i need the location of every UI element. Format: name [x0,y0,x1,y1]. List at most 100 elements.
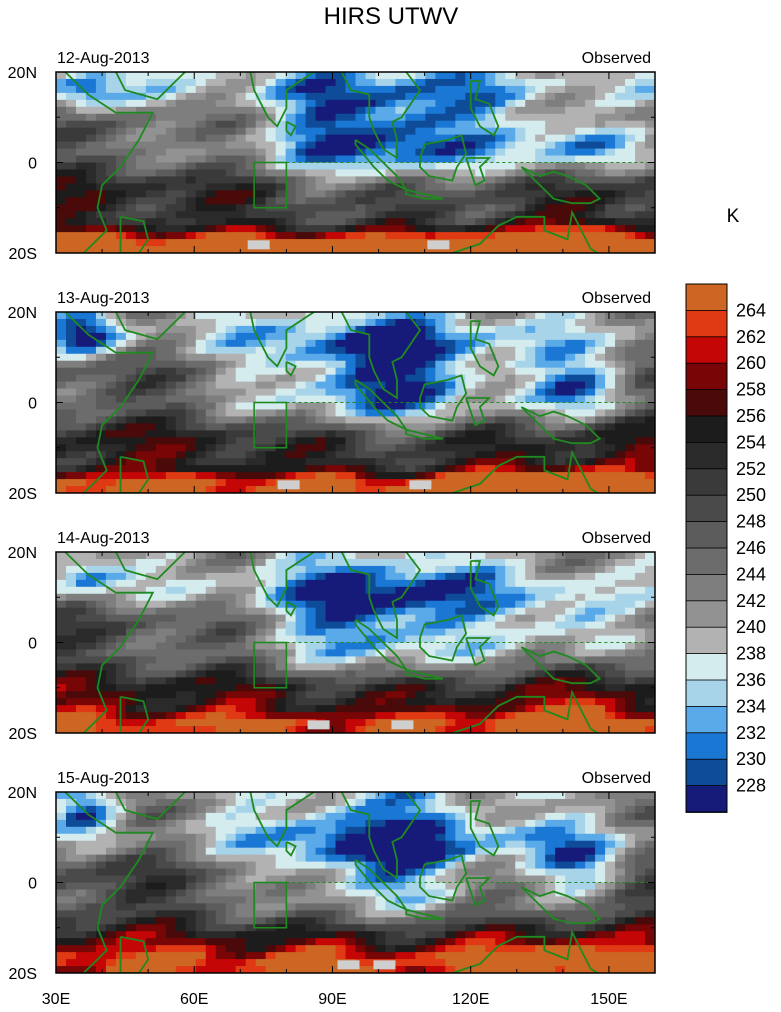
missing-data-patch [337,960,360,970]
colorbar-swatch [685,521,728,549]
coastline [424,72,427,73]
coastline [340,72,422,160]
lat-label: 20N [8,545,37,562]
coastline [520,646,602,685]
colorbar-swatch [685,600,728,629]
lat-label: 0 [28,636,37,653]
coastline [405,668,444,680]
coastline [469,80,500,137]
colorbar-swatch [685,336,728,365]
colorbar-label: 250 [736,485,766,505]
missing-data-patch [409,480,432,490]
lat-label: 20N [8,305,37,322]
coastline [285,360,297,377]
colorbar-label: 234 [736,696,766,716]
colorbar-label: 252 [736,459,766,479]
map-panel-1: 20N 0 20S 12-Aug-2013 Observed [8,50,656,263]
missing-data-patch [373,960,396,970]
contour-field [56,72,655,253]
panel-date: 15-Aug-2013 [57,770,150,787]
coastline [424,552,427,553]
lat-label: 20S [9,486,37,503]
coastline [419,134,468,182]
panel-date: 12-Aug-2013 [57,50,150,67]
coastline [419,374,468,422]
figure-title: HIRS UTWV [324,3,459,30]
colorbar-label: 238 [736,644,766,664]
coastline [405,908,444,920]
map-panel-3: 20N 0 20S 14-Aug-2013 Observed [8,530,656,743]
colorbar-swatch [685,706,728,734]
coastline [340,552,422,640]
map-panels: 20N 0 20S 12-Aug-2013 Observed 20N 0 20S 13-Aug-… [8,50,656,983]
coastline [451,689,600,733]
missing-data-patch [247,240,270,250]
coastline [340,312,422,400]
coastline [64,312,155,493]
coastline [340,792,422,880]
coastline [119,695,150,733]
coastline [119,455,150,493]
colorbar-swatch [685,389,728,417]
panel-tag: Observed [582,770,651,787]
lat-label: 20N [8,65,37,82]
lon-label: 150E [590,991,627,1008]
missing-data-patch [391,720,414,730]
contour-field [56,552,655,733]
lat-label: 0 [28,156,37,173]
coastline [469,560,500,617]
analysis-box [253,401,288,449]
colorbar-swatch [685,494,728,523]
analysis-box [253,641,288,689]
analysis-box [253,161,288,209]
colorbar-swatch [685,626,728,655]
colorbar-label: 236 [736,670,766,690]
colorbar-swatch [685,574,728,602]
coastline [285,840,297,857]
colorbar-swatch [685,283,728,312]
lat-label: 0 [28,876,37,893]
coastlines [64,72,602,253]
coastline [221,72,317,128]
lon-label: 120E [452,991,489,1008]
missing-data-patch [427,240,450,250]
colorbar-swatch [685,732,728,761]
coastline [221,312,317,368]
colorbar-label: 244 [736,564,766,584]
colorbar-label: 246 [736,538,766,558]
colorbar-label: 254 [736,432,766,452]
colorbar-swatch [685,785,728,813]
longitude-axis: 30E 60E 90E 120E 150E [42,991,628,1008]
panel-tag: Observed [582,530,651,547]
missing-data-patch [277,480,300,490]
coastline [520,886,602,925]
colorbar-label: 228 [736,776,766,796]
lon-label: 90E [318,991,346,1008]
lon-label: 60E [180,991,208,1008]
coastline [64,72,155,253]
lon-label: 30E [42,991,70,1008]
contour-field [56,792,655,973]
panel-date: 14-Aug-2013 [57,530,150,547]
colorbar: 264 262 260 258 256 254 252 250 248 246 244 242 240 2… [685,283,766,813]
coastline [424,792,427,793]
colorbar-swatch [685,758,728,787]
map-panel-4: 20N 0 20S 15-Aug-2013 Observed [8,770,656,983]
colorbar-swatch [685,653,728,681]
coastline [115,72,186,101]
coastline [451,449,600,493]
colorbar-frame [685,283,728,813]
coastline [64,552,155,733]
coastline [469,800,500,857]
lat-label: 20N [8,785,37,802]
colorbar-label: 240 [736,617,766,637]
coastline [221,792,317,848]
colorbar-swatch [685,679,728,708]
coastline [405,428,444,440]
colorbar-swatch [685,547,728,576]
coastline [64,792,155,973]
missing-data-patch [307,720,330,730]
coastlines [64,312,602,493]
colorbar-swatch [685,441,728,470]
colorbar-label: 258 [736,380,766,400]
